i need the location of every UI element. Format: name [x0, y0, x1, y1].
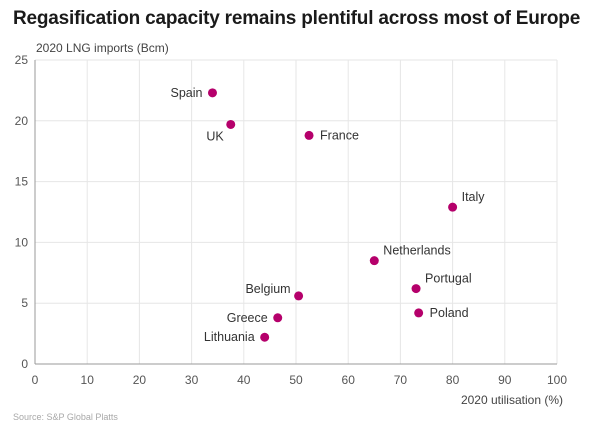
x-tick-label: 10 — [81, 373, 95, 387]
y-tick-label: 10 — [15, 235, 29, 249]
x-axis-label: 2020 utilisation (%) — [461, 393, 563, 407]
point-label-france: France — [320, 128, 359, 142]
point-label-uk: UK — [206, 129, 224, 143]
data-point-poland — [414, 308, 424, 318]
point-label-portugal: Portugal — [425, 272, 472, 286]
y-tick-label: 5 — [21, 296, 28, 310]
y-tick-label: 20 — [15, 114, 29, 128]
x-tick-label: 100 — [547, 373, 567, 387]
x-tick-label: 50 — [289, 373, 303, 387]
y-axis-label: 2020 LNG imports (Bcm) — [36, 41, 169, 55]
grid-lines — [34, 59, 558, 365]
x-tick-label: 60 — [342, 373, 356, 387]
point-label-poland: Poland — [430, 306, 469, 320]
source-note: Source: S&P Global Platts — [13, 412, 118, 422]
data-point-netherlands — [369, 256, 379, 266]
x-tick-label: 20 — [133, 373, 147, 387]
data-point-belgium — [294, 291, 304, 301]
y-tick-label: 25 — [15, 53, 29, 67]
data-point-spain — [207, 88, 217, 98]
data-point-lithuania — [260, 332, 270, 342]
x-tick-label: 90 — [498, 373, 512, 387]
y-tick-label: 0 — [21, 357, 28, 371]
axes: 0 10 20 30 40 50 60 70 80 90 100 0 5 10 15 20 25 — [15, 53, 568, 387]
x-tick-label: 40 — [237, 373, 251, 387]
x-tick-label: 80 — [446, 373, 460, 387]
point-label-lithuania: Lithuania — [204, 330, 255, 344]
x-tick-label: 70 — [394, 373, 408, 387]
chart-title: Regasification capacity remains plentifu… — [13, 8, 581, 29]
data-point-greece — [273, 313, 283, 323]
point-label-greece: Greece — [227, 311, 268, 325]
point-label-netherlands: Netherlands — [383, 244, 450, 258]
y-tick-label: 15 — [15, 175, 29, 189]
x-tick-label: 0 — [32, 373, 39, 387]
point-label-belgium: Belgium — [245, 282, 290, 296]
data-point-italy — [448, 202, 458, 212]
point-label-italy: Italy — [462, 190, 486, 204]
data-point-france — [304, 130, 314, 140]
point-label-spain: Spain — [170, 86, 202, 100]
data-points: Spain UK France Italy Netherlands Portugal Pol… — [170, 86, 485, 344]
data-point-portugal — [411, 284, 421, 294]
data-point-uk — [226, 119, 236, 129]
x-tick-label: 30 — [185, 373, 199, 387]
